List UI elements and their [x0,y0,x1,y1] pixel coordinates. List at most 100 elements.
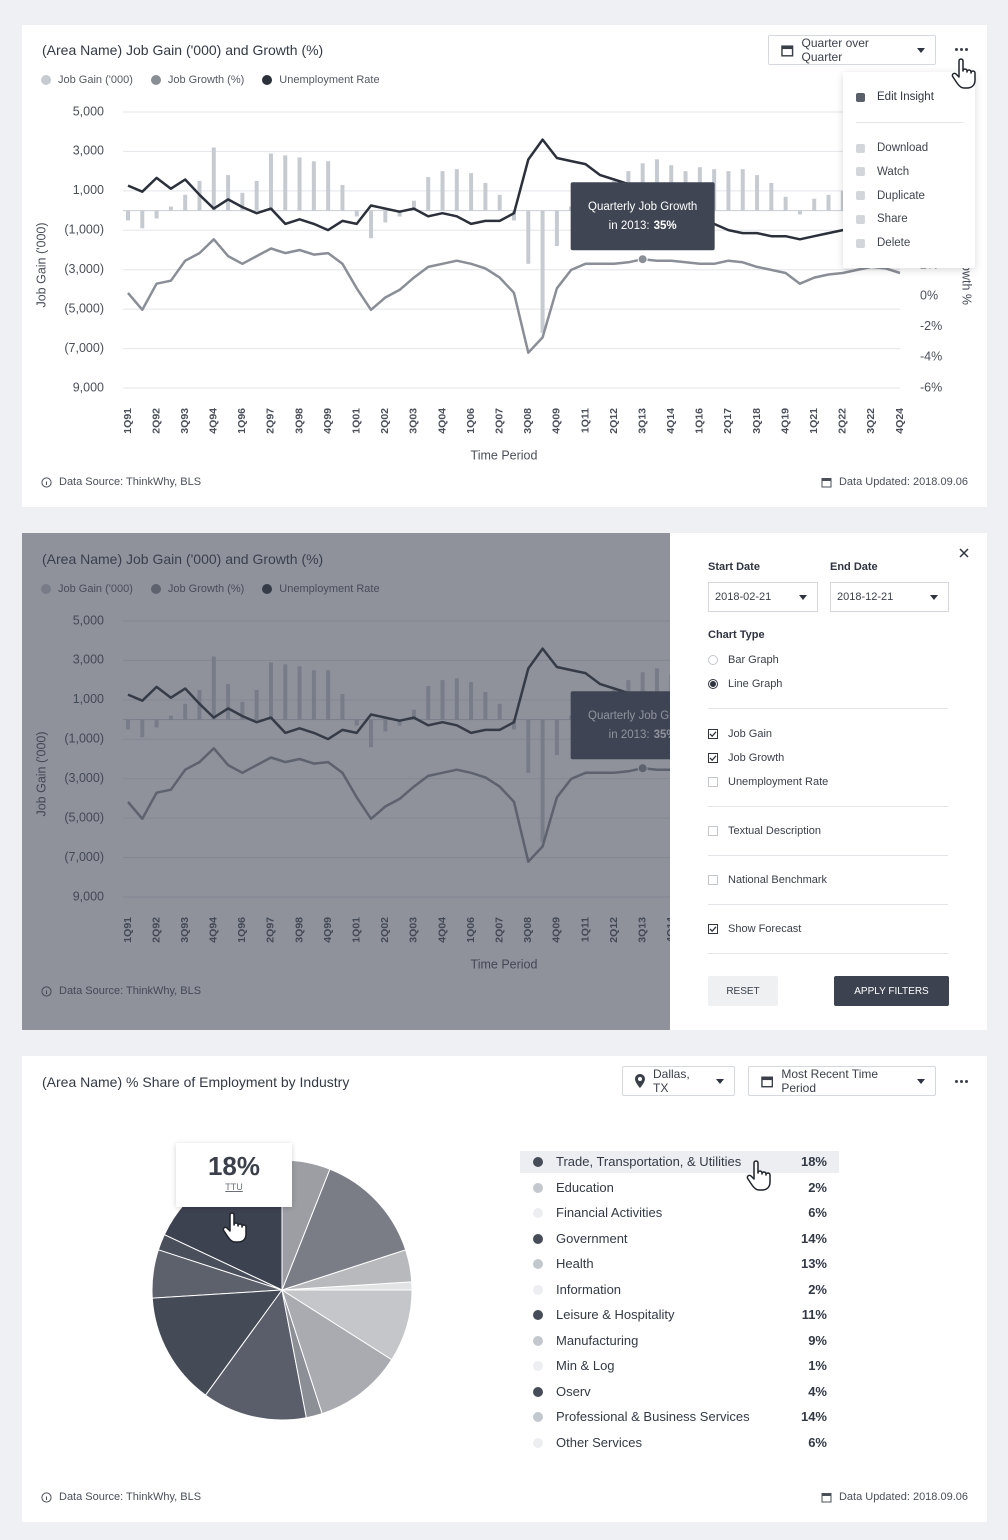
dot [965,48,968,51]
radio-option[interactable]: Bar Graph [708,652,779,668]
overlay[interactable] [22,533,670,1030]
checkbox-option[interactable]: Job Growth [708,750,784,766]
menu-item[interactable]: Share [856,211,908,227]
x-tick-label: 4Q24 [894,408,906,434]
checkbox [708,826,718,836]
menu-label: Duplicate [877,189,925,202]
location-select[interactable]: Dallas, TX [622,1066,735,1096]
icon-part [761,1076,774,1087]
checkbox-option[interactable]: Textual Description [708,823,821,839]
info-icon [41,1491,52,1503]
calendar-icon [821,477,832,487]
x-tick-label: 3Q98 [293,408,305,434]
radio-label: Bar Graph [728,654,779,666]
menu-item[interactable]: Edit Insight [856,89,934,105]
bar [340,184,345,211]
more-button[interactable] [955,1080,968,1083]
x-tick-label: 4Q09 [551,408,563,434]
calendar-icon [821,1492,832,1502]
info-icon [41,476,52,488]
x-tick-label: 2Q07 [493,408,505,434]
caret [930,594,938,600]
bar [483,182,488,211]
reset-button[interactable]: RESET [708,976,778,1006]
end-input[interactable]: 2018-12-21 [830,582,949,612]
dot [965,1080,968,1083]
tooltip-value: 35% [654,220,677,232]
bar [726,171,731,211]
legend-value: 18% [800,1154,827,1169]
dot [960,1080,963,1083]
legend-dot [533,1335,543,1346]
checkbox-box [708,753,718,763]
checkbox-box [708,924,718,934]
menu-item[interactable]: Download [856,140,928,156]
period-select-text: Quarter over Quarter [801,36,869,64]
x-tick-label: 4Q19 [779,408,791,434]
bar [497,194,502,211]
bar [740,169,745,211]
checkbox-option[interactable]: National Benchmark [708,872,827,888]
caret [799,594,807,600]
legend-label: Other Services [556,1434,642,1450]
menu-divider [856,122,963,123]
legend-label: Job Growth (%) [167,74,245,86]
icon-part [46,481,47,485]
bar [268,153,273,211]
pin-icon [635,1074,645,1088]
legend-row: Health 13% [520,1253,839,1275]
y-tick-label: 3,000 [73,144,104,158]
filter-panel [670,533,987,1030]
more-button[interactable] [955,48,968,51]
period-select[interactable]: Quarter over Quarter [768,35,936,65]
tooltip-label: TTU [225,1182,243,1192]
y2-tick-label: -4% [920,350,942,364]
legend-dot [533,1259,543,1269]
bar [540,210,545,333]
menu-item[interactable]: Watch [856,164,909,180]
menu-item[interactable]: Duplicate [856,188,925,204]
legend-row: Oserv 4% [520,1381,839,1403]
icon-part [821,478,831,481]
x-tick-label: 1Q16 [694,408,706,434]
x-axis-label: Time Period [471,448,538,462]
context-menu: Edit Insight Download Watch Duplicate Share D… [843,72,975,268]
legend-dot [150,75,161,85]
radio-option[interactable]: Line Graph [708,676,782,692]
legend-value: 2% [808,1179,827,1195]
bar [397,210,402,217]
x-tick-label: 3Q08 [522,408,534,434]
bar [297,157,302,211]
legend-value: 1% [808,1358,827,1373]
apply-button[interactable]: APPLY FILTERS [834,976,949,1006]
menu-item[interactable]: Delete [856,235,910,251]
pie-slice [151,1289,284,1396]
checkbox-option[interactable]: Job Gain [708,726,772,742]
bar [254,181,259,211]
legend-row: Education 2% [520,1177,839,1199]
y2-tick-label: -6% [920,380,942,394]
y-tick-label: (7,000) [64,341,104,355]
legend-row: Information 2% [520,1279,839,1301]
legend-label: Manufacturing [556,1332,639,1348]
bar [369,210,374,239]
checkbox-option[interactable]: Show Forecast [708,921,801,937]
time-select[interactable]: Most Recent Time Period [748,1066,936,1096]
icon-part [761,1076,773,1080]
checkbox-option[interactable]: Unemployment Rate [708,774,828,790]
x-tick-label: 3Q22 [865,408,877,434]
close-button[interactable] [958,547,970,559]
start-input[interactable]: 2018-02-21 [708,582,818,612]
legend-label: Job Gain ('000) [58,74,133,86]
checkbox-label: National Benchmark [728,874,828,886]
dot [960,48,963,51]
legend-dot [533,1233,543,1244]
x-tick-label: 2Q22 [837,408,849,434]
x-tick-label: 4Q94 [208,408,220,434]
legend-label: Unemployment Rate [279,74,380,86]
legend-dot [533,1437,543,1448]
legend: Job Gain ('000) Job Growth (%) Unemploymen… [41,74,380,86]
legend-dot [262,75,273,85]
dot [955,48,958,51]
